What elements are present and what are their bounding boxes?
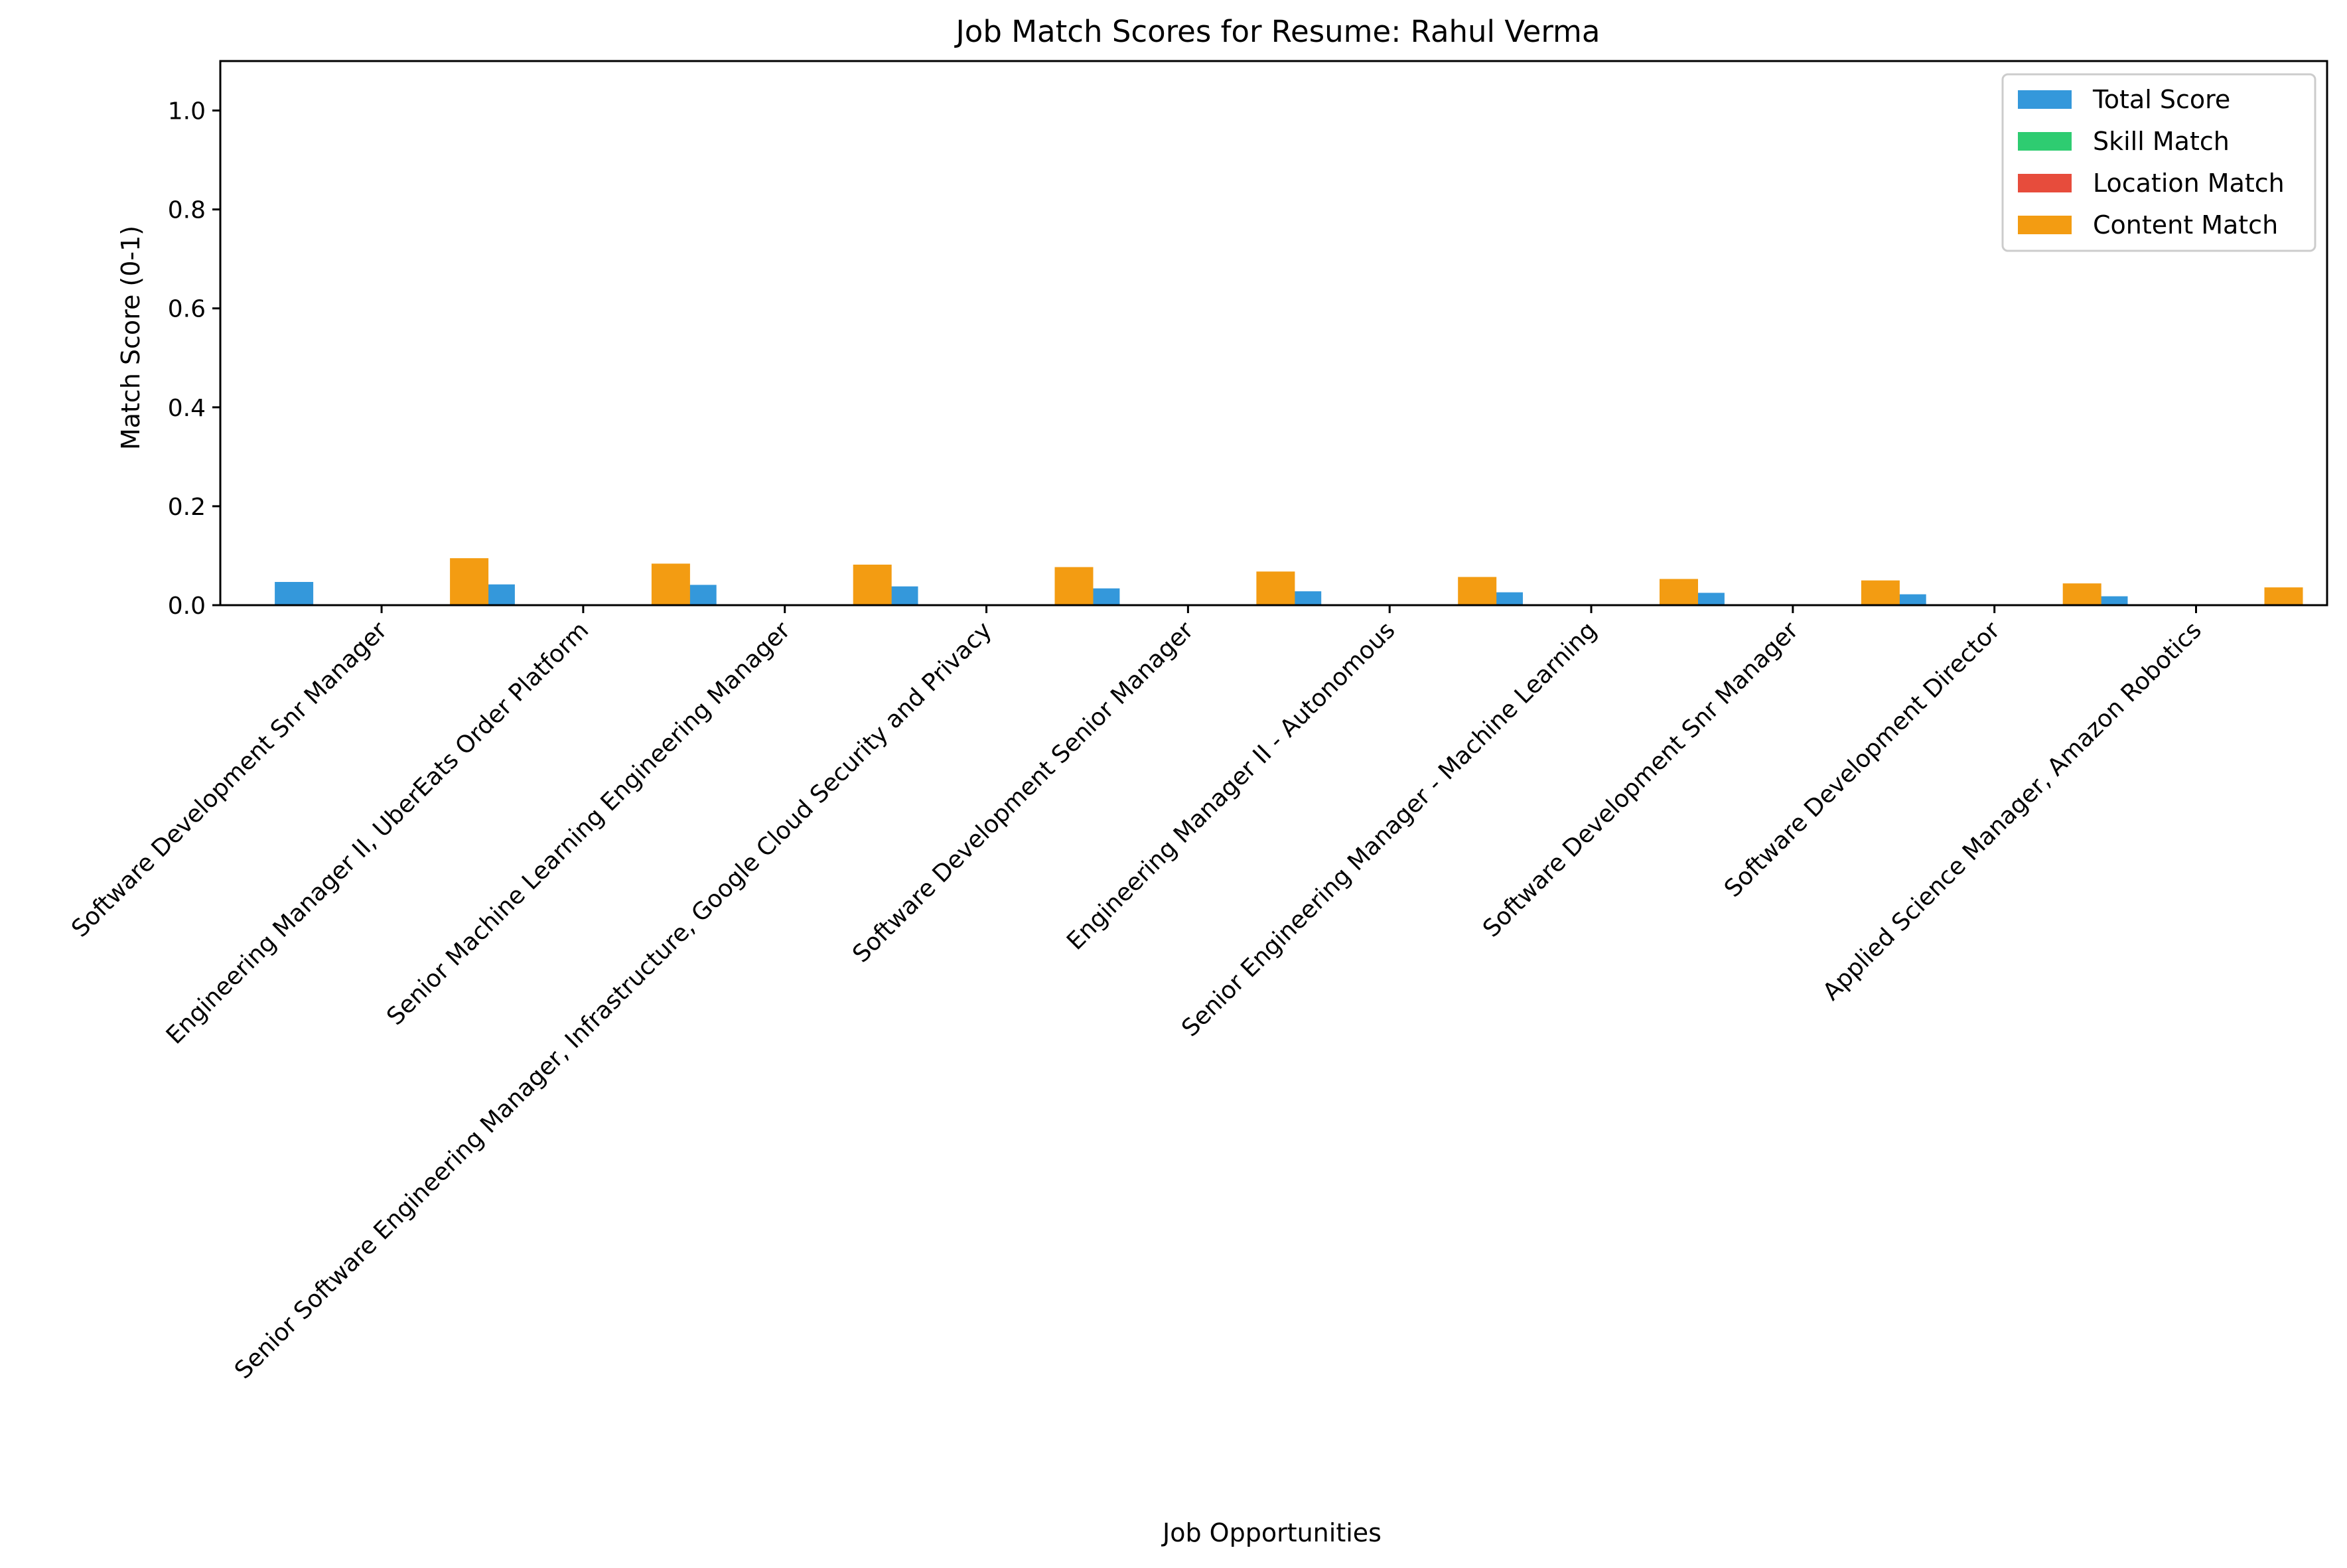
x-tick-label: Senior Engineering Manager - Machine Lea… <box>1176 616 1602 1042</box>
bar-content-match-6 <box>1458 577 1497 605</box>
legend-swatch <box>2018 216 2072 234</box>
x-tick-label: Senior Software Engineering Manager, Inf… <box>230 616 997 1384</box>
legend-label: Total Score <box>2092 85 2230 114</box>
y-tick-label: 0.8 <box>168 197 206 224</box>
legend-label: Skill Match <box>2093 127 2230 156</box>
bar-content-match-10 <box>2264 587 2303 605</box>
x-axis-label: Job Opportunities <box>1161 1518 1382 1547</box>
x-tick-label: Software Development Snr Manager <box>66 616 392 942</box>
x-axis-ticks: Software Development Snr ManagerEngineer… <box>66 605 2207 1384</box>
bar-content-match-9 <box>2062 583 2101 605</box>
y-tick-label: 0.6 <box>168 296 206 323</box>
bar-content-match-7 <box>1660 579 1698 605</box>
y-tick-label: 0.0 <box>168 593 206 620</box>
y-tick-label: 0.2 <box>168 494 206 521</box>
bar-content-match-2 <box>651 563 690 605</box>
legend-label: Content Match <box>2093 210 2278 240</box>
x-tick-label: Applied Science Manager, Amazon Robotics <box>1817 616 2206 1005</box>
bar-content-match-1 <box>450 558 489 605</box>
x-tick-label: Senior Machine Learning Engineering Mana… <box>382 616 796 1031</box>
bar-content-match-5 <box>1256 571 1295 605</box>
y-tick-label: 1.0 <box>168 98 206 125</box>
legend-label: Location Match <box>2093 169 2285 198</box>
bar-content-match-4 <box>1054 567 1094 605</box>
plot-area <box>219 60 2328 606</box>
x-tick-label: Software Development Senior Manager <box>847 616 1199 968</box>
y-axis-label: Match Score (0-1) <box>116 226 145 450</box>
bar-content-match-8 <box>1861 580 1900 605</box>
bar-content-match-3 <box>853 564 892 605</box>
x-tick-label: Software Development Snr Manager <box>1478 616 1804 942</box>
bar-total-score-1 <box>275 582 314 605</box>
x-tick-label: Engineering Manager II, UberEats Order P… <box>161 616 594 1049</box>
legend-swatch <box>2018 132 2072 151</box>
y-tick-label: 0.4 <box>168 395 206 422</box>
legend: Total Score Skill Match Location Match Cont… <box>2001 73 2316 252</box>
axes-frame <box>219 60 2328 606</box>
legend-swatch <box>2018 174 2072 192</box>
legend-box <box>2001 73 2316 252</box>
chart-title: Job Match Scores for Resume: Rahul Verma <box>954 14 1600 49</box>
legend-swatch <box>2018 90 2072 109</box>
x-tick-label: Engineering Manager II - Autonomous <box>1062 616 1400 955</box>
y-axis-ticks: 0.0 0.2 0.4 0.6 0.8 1.0 <box>168 98 220 620</box>
